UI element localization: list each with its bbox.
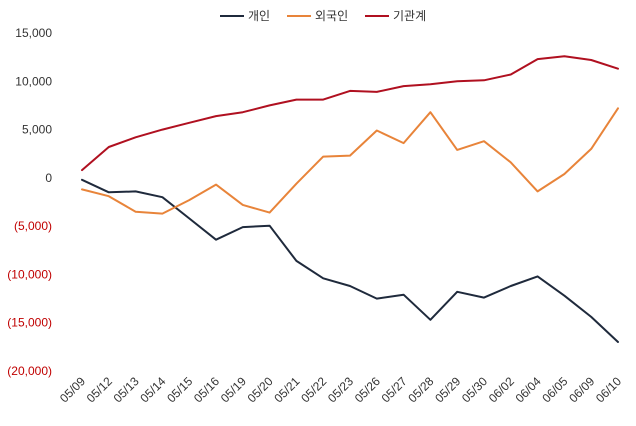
y-tick-label: (15,000) <box>7 316 52 330</box>
legend-item: 개인 <box>220 9 270 23</box>
y-tick-label: 0 <box>45 171 52 185</box>
legend-item: 기관계 <box>365 9 426 23</box>
y-tick-label: 15,000 <box>15 26 52 40</box>
x-tick-label: 05/29 <box>432 374 463 405</box>
x-axis: 05/0905/1205/1305/1405/1505/1605/1905/20… <box>57 374 624 405</box>
x-tick-label: 06/09 <box>566 374 597 405</box>
x-tick-label: 05/09 <box>57 374 88 405</box>
x-tick-label: 06/10 <box>593 374 624 405</box>
x-tick-label: 05/21 <box>271 374 302 405</box>
series-line-0 <box>81 178 619 343</box>
y-tick-label: (10,000) <box>7 267 52 281</box>
legend: 개인 외국인 기관계 <box>220 9 426 23</box>
legend-item: 외국인 <box>287 9 348 23</box>
series-line-1 <box>81 107 619 215</box>
x-tick-label: 06/04 <box>513 374 544 405</box>
series-line-2 <box>81 55 619 172</box>
x-tick-label: 05/27 <box>379 374 410 405</box>
x-tick-label: 05/30 <box>459 374 490 405</box>
x-tick-label: 05/26 <box>352 374 383 405</box>
x-tick-label: 05/12 <box>84 374 115 405</box>
legend-label: 기관계 <box>393 9 426 23</box>
x-tick-label: 05/20 <box>245 374 276 405</box>
legend-label: 개인 <box>248 9 270 23</box>
x-tick-label: 05/13 <box>111 374 142 405</box>
x-tick-label: 05/23 <box>325 374 356 405</box>
y-tick-label: 10,000 <box>15 74 52 88</box>
x-tick-label: 05/16 <box>191 374 222 405</box>
legend-label: 외국인 <box>315 9 348 23</box>
y-tick-label: (20,000) <box>7 364 52 378</box>
x-tick-label: 06/02 <box>486 374 517 405</box>
y-tick-label: (5,000) <box>14 219 52 233</box>
x-tick-label: 05/28 <box>405 374 436 405</box>
x-tick-label: 05/19 <box>218 374 249 405</box>
x-tick-label: 05/14 <box>137 374 168 405</box>
y-tick-label: 5,000 <box>22 123 52 137</box>
x-tick-label: 05/22 <box>298 374 329 405</box>
x-tick-label: 06/05 <box>539 374 570 405</box>
series-layer <box>81 55 619 343</box>
y-axis: 15,000 10,000 5,000 0 (5,000) (10,000) (15,000… <box>7 26 52 378</box>
x-tick-label: 05/15 <box>164 374 195 405</box>
